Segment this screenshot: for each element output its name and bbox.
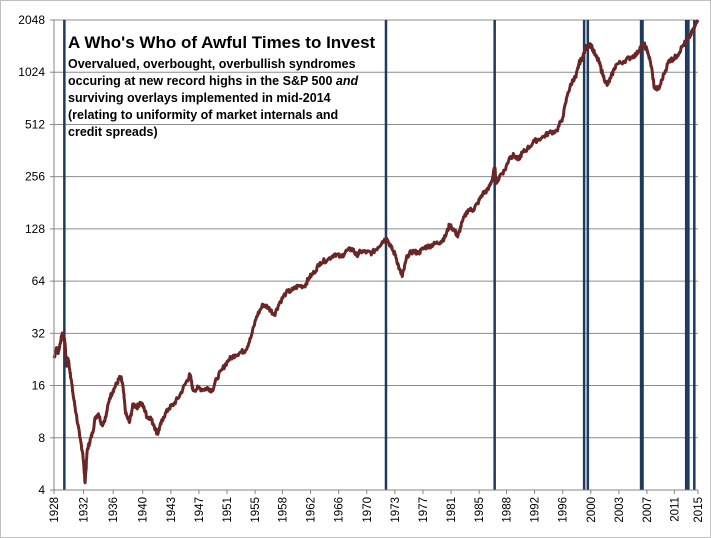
x-tick-label: 2007 (642, 497, 654, 523)
x-tick-label: 2011 (669, 497, 681, 522)
subtitle-line-2-text: occuring at new record highs in the S&P … (68, 74, 336, 88)
x-tick-label: 1977 (418, 497, 430, 523)
subtitle-line-3: surviving overlays implemented in mid-20… (68, 91, 331, 105)
x-tick-label: 1970 (362, 497, 374, 523)
x-tick-label: 1988 (502, 497, 514, 523)
x-tick-label: 1928 (49, 497, 61, 523)
y-tick-label: 512 (25, 117, 45, 131)
sp500-series-line (52, 19, 700, 485)
x-tick-label: 1940 (138, 497, 150, 523)
y-tick-label: 32 (32, 326, 46, 340)
y-tick-label: 2048 (18, 13, 45, 27)
x-tick-label: 1958 (277, 497, 289, 523)
subtitle-line-1: Overvalued, overbought, overbullish synd… (68, 57, 356, 71)
y-tick-label: 256 (25, 170, 45, 184)
x-tick-label: 1943 (166, 497, 178, 523)
x-tick-label: 1932 (79, 497, 91, 523)
chart-subtitle: Overvalued, overbought, overbullish synd… (68, 57, 358, 139)
x-tick-label: 1966 (334, 497, 346, 523)
series-layer (52, 19, 700, 485)
y-tick-label: 8 (38, 431, 45, 445)
y-tick-label: 1024 (18, 65, 45, 79)
x-tick-label: 1985 (474, 497, 486, 523)
x-tick-label: 1973 (390, 497, 402, 523)
subtitle-italic-word: and (336, 74, 359, 88)
x-tick-label: 2000 (586, 497, 598, 523)
x-tick-label: 1981 (446, 497, 458, 523)
x-tick-label: 1947 (194, 497, 206, 523)
x-tick-label: 1992 (530, 497, 542, 523)
x-tick-label: 1962 (306, 497, 318, 523)
x-tick-label: 2015 (693, 497, 705, 523)
event-markers (63, 20, 696, 490)
chart-title: A Who's Who of Awful Times to Invest (68, 33, 376, 52)
y-tick-label: 4 (38, 483, 45, 497)
y-tick-labels: 4 8 16 32 64 128 256 512 1024 2048 (18, 13, 45, 497)
y-tick-label: 16 (32, 379, 46, 393)
x-tick-labels: 1928 1932 1936 1940 1943 1947 1951 1955 1958 1962… (49, 490, 705, 523)
x-tick-label: 1996 (558, 497, 570, 523)
x-tick-label: 1936 (108, 497, 120, 523)
subtitle-line-5: credit spreads) (68, 125, 158, 139)
y-tick-label: 64 (32, 274, 46, 288)
x-tick-label: 1955 (250, 497, 262, 523)
subtitle-line-4: (relating to uniformity of market intern… (68, 108, 338, 122)
y-tick-label: 128 (25, 222, 45, 236)
subtitle-line-2: occuring at new record highs in the S&P … (68, 74, 358, 88)
x-tick-label: 1951 (222, 497, 234, 523)
x-tick-label: 2003 (614, 497, 626, 523)
